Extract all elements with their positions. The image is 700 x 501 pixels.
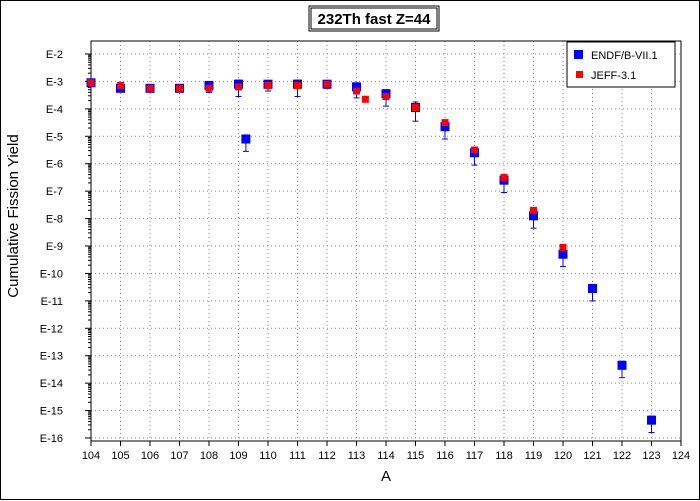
y-tick-label: E-5 [46,131,63,143]
data-point [471,146,478,154]
data-point [617,360,627,370]
y-tick-label: E-14 [40,378,63,390]
data-point [558,249,568,259]
x-axis-title: A [381,468,391,485]
data-point [294,82,301,90]
data-point [529,211,538,221]
x-tick-label: 121 [583,450,601,462]
x-tick-label: 104 [82,450,100,462]
y-tick-label: E-6 [46,159,63,171]
y-tick-label: E-16 [40,433,63,445]
data-point [500,173,508,181]
data-point [241,134,251,144]
series-jeff [87,79,567,251]
y-tick-label: E-2 [46,49,63,61]
y-tick-label: E-12 [40,323,63,335]
legend-marker-endf [574,50,583,59]
y-tick-label: E-15 [40,406,63,418]
data-point [117,82,124,90]
data-point [87,79,95,87]
plot-area-border [90,40,682,442]
x-tick-label: 119 [525,450,543,462]
x-tick-label: 107 [170,450,188,462]
data-point [146,84,154,92]
data-point [647,415,656,425]
data-point [412,103,419,111]
chart-title-box: 232Th fast Z=44 [308,5,440,32]
x-tick-label: 117 [466,450,484,462]
y-tick-label: E-9 [46,241,63,253]
x-tick-label: 113 [348,450,366,462]
data-point [205,84,213,92]
data-point [382,93,390,101]
legend-label-endf: ENDF/B-VII.1 [591,50,658,62]
x-tick-label: 120 [554,450,572,462]
x-tick-label: 111 [289,450,306,462]
x-tick-label: 114 [377,450,395,462]
y-axis-title: Cumulative Fission Yield [5,134,22,297]
data-series [86,78,656,434]
data-point [352,82,361,92]
x-tick-label: 116 [436,450,454,462]
data-point [530,206,537,214]
x-tick-label: 112 [318,450,336,462]
data-point [588,284,597,294]
y-tick-label: E-3 [46,76,63,88]
data-point [323,80,331,88]
y-tick-label: E-7 [46,186,63,198]
y-tick-label: E-11 [41,296,63,308]
data-point [361,95,369,103]
data-point [264,82,272,90]
data-point [176,84,183,92]
x-tick-label: 123 [642,450,660,462]
data-point [559,243,567,251]
x-tick-label: 115 [407,450,425,462]
x-tick-label: 108 [200,450,218,462]
data-point [235,83,242,91]
x-tick-label: 124 [672,450,690,462]
x-tick-label: 109 [229,450,247,462]
axes [85,40,682,446]
series-endf [86,78,656,434]
tick-labels: 104 105 106 107 108 109 110 111 112 113 114 115 116 1… [40,49,690,462]
legend-marker-jeff [576,71,583,78]
grid [91,41,681,441]
legend-box [566,41,676,88]
y-tick-label: E-13 [40,351,63,363]
legend: ENDF/B-VII.1 JEFF-3.1 [566,41,676,88]
x-tick-label: 105 [111,450,129,462]
x-tick-label: 122 [613,450,631,462]
x-tick-label: 118 [495,450,513,462]
chart-title: 232Th fast Z=44 [318,11,432,28]
x-tick-label: 106 [141,450,159,462]
data-point [440,122,450,132]
data-point [353,87,360,95]
y-tick-label: E-10 [40,268,63,280]
y-tick-label: E-8 [46,214,63,226]
legend-label-jeff: JEFF-3.1 [591,70,636,82]
y-tick-label: E-4 [46,104,63,116]
data-point [441,119,449,127]
x-tick-label: 110 [259,450,277,462]
